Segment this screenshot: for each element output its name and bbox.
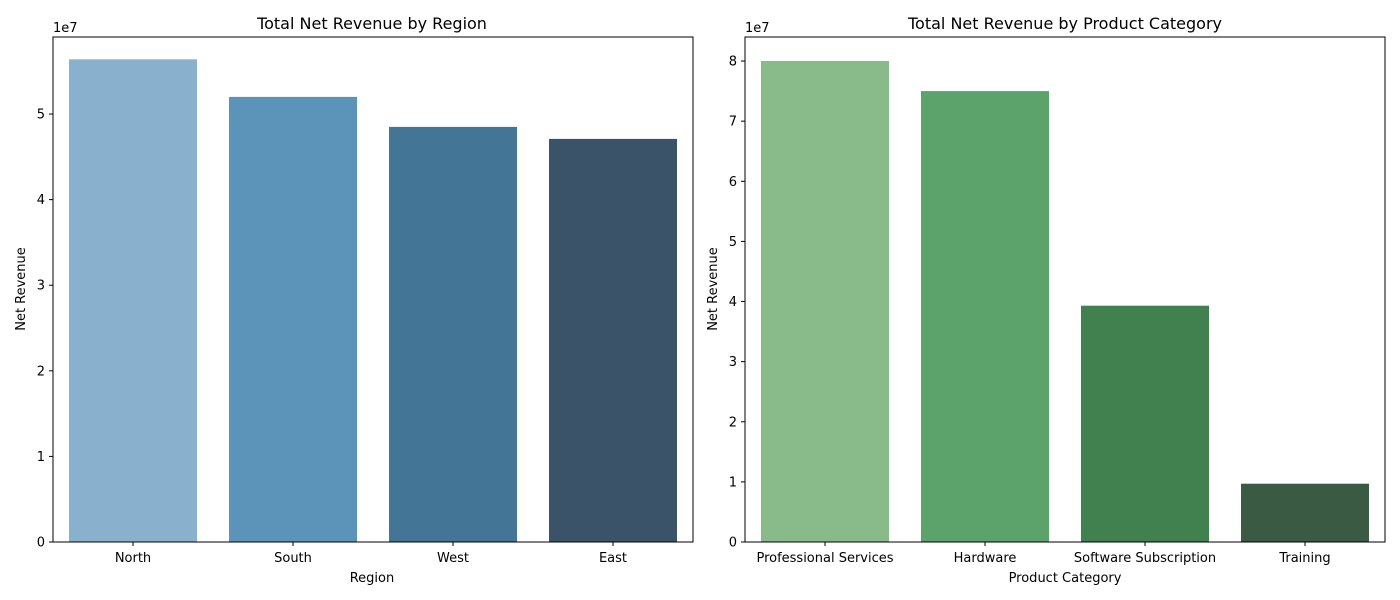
bars [761,61,1369,542]
bar-3 [1241,483,1369,542]
y-axis-label: Net Revenue [706,247,721,331]
y-tick-label: 5 [729,235,737,250]
x-ticks: North South West East [115,542,627,566]
y-tick-label: 8 [729,55,737,70]
bar-1 [229,96,357,543]
y-axis-label: Net Revenue [14,247,29,331]
x-tick-label: Professional Services [756,551,893,566]
y-tick-label: 2 [729,415,737,430]
bar-2 [1081,305,1209,542]
chart-title: Total Net Revenue by Region [256,14,487,33]
bar-3 [549,138,677,542]
bar-0 [69,59,197,543]
y-ticks: 0 1 2 3 4 5 [37,108,53,551]
y-tick-label: 5 [37,108,45,123]
y-tick-label: 7 [729,115,737,130]
y-tick-label: 4 [37,193,45,208]
x-axis-label: Product Category [1009,571,1122,586]
region-revenue-chart: Total Net Revenue by Region 1e7 Net Reve… [14,14,694,586]
product-category-revenue-chart: Total Net Revenue by Product Category 1e… [706,14,1386,586]
y-tick-label: 0 [729,536,737,551]
x-tick-label: West [437,551,469,566]
y-tick-label: 6 [729,175,737,190]
x-ticks: Professional Services Hardware Software Su… [756,542,1331,566]
chart-title: Total Net Revenue by Product Category [907,14,1222,33]
y-offset-label: 1e7 [53,21,78,36]
y-tick-label: 2 [37,364,45,379]
bars [69,59,677,543]
x-tick-label: Software Subscription [1074,551,1216,566]
bar-0 [761,61,889,542]
y-tick-label: 1 [729,475,737,490]
x-tick-label: Training [1278,551,1330,566]
y-tick-label: 3 [37,279,45,294]
x-tick-label: East [599,551,627,566]
x-tick-label: Hardware [954,551,1017,566]
y-offset-label: 1e7 [745,21,770,36]
x-tick-label: South [274,551,312,566]
bar-1 [921,91,1049,542]
bar-2 [389,126,517,543]
y-tick-label: 3 [729,355,737,370]
plot-frame [744,36,1386,543]
y-tick-label: 1 [37,450,45,465]
y-ticks: 0 1 2 3 4 5 6 7 8 [729,55,745,551]
plot-frame [52,36,694,543]
x-axis-label: Region [350,571,395,586]
y-tick-label: 0 [37,536,45,551]
y-tick-label: 4 [729,295,737,310]
x-tick-label: North [115,551,151,566]
